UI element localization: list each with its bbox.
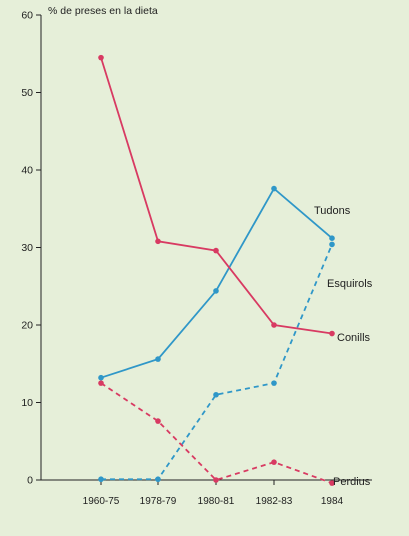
data-point-esquirols: [155, 476, 161, 483]
data-point-tudons: [213, 288, 219, 294]
x-tick-label: 1960-75: [83, 496, 120, 507]
data-point-perdius: [271, 459, 277, 465]
data-point-perdius: [98, 380, 104, 386]
series-line-esquirols: [101, 244, 333, 481]
data-point-perdius: [329, 480, 335, 486]
data-point-esquirols: [213, 391, 219, 398]
y-tick-label: 50: [21, 87, 33, 99]
series-line-perdius: [100, 382, 333, 484]
series-label-conills: Conills: [337, 332, 371, 344]
data-point-tudons: [98, 374, 104, 381]
y-tick-label: 20: [21, 320, 33, 332]
x-tick-label: 1984: [321, 496, 344, 507]
y-tick-label: 60: [21, 10, 33, 22]
series-labels-layer: Tudons Esquirols Conills Perdius: [314, 205, 373, 488]
y-tick-label: 10: [21, 397, 33, 409]
series-label-tudons: Tudons: [314, 205, 351, 217]
data-point-conills: [98, 54, 104, 61]
data-point-tudons: [271, 185, 277, 192]
data-point-conills: [329, 330, 335, 337]
series-label-perdius: Perdius: [333, 476, 371, 488]
y-tick-label: 30: [21, 242, 33, 254]
data-point-perdius: [213, 477, 219, 483]
series-label-esquirols: Esquirols: [327, 278, 373, 290]
data-point-conills: [155, 238, 161, 245]
x-tick-label: 1978-79: [140, 496, 177, 507]
data-point-conills: [213, 247, 219, 254]
series-layer: [98, 54, 335, 486]
data-point-esquirols: [271, 380, 277, 386]
data-point-perdius: [155, 418, 161, 424]
x-tick-label: 1980-81: [198, 496, 235, 507]
ticks-layer: 0 10 20 30 40 50 60 1960-75 1978-79 1980-81 1982-8…: [21, 10, 343, 508]
y-tick-label: 0: [27, 475, 33, 487]
data-point-esquirols: [329, 241, 335, 248]
data-point-tudons: [329, 235, 335, 241]
series-line-tudons: [100, 187, 333, 379]
x-tick-label: 1982-83: [256, 496, 293, 507]
y-tick-label: 40: [21, 165, 33, 177]
data-point-tudons: [155, 356, 161, 362]
data-point-conills: [271, 322, 277, 328]
data-point-esquirols: [98, 476, 104, 483]
y-axis-label: % de preses en la dieta: [48, 5, 158, 17]
